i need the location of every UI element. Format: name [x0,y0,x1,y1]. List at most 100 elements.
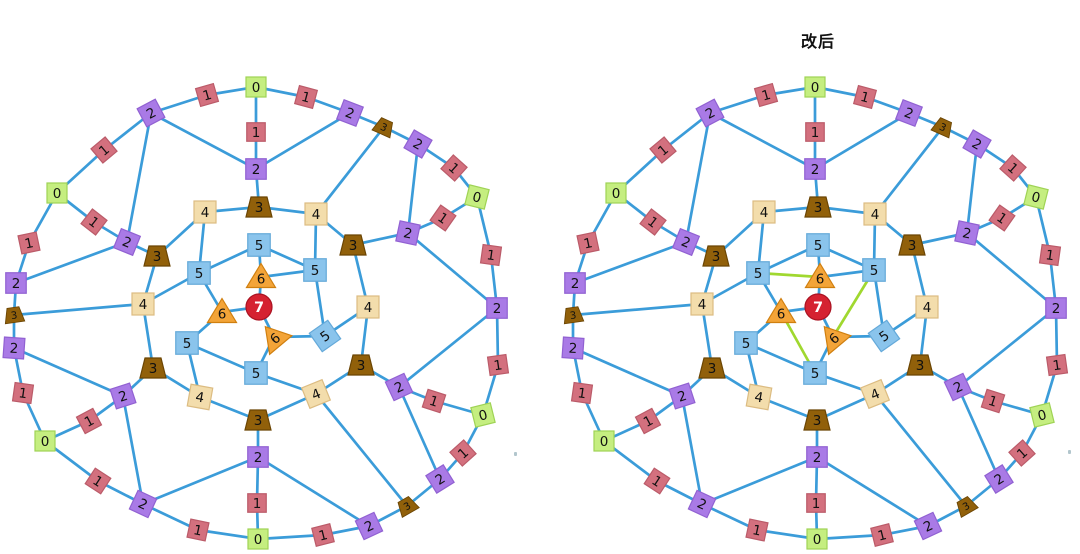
node-marker-4 [863,202,887,226]
node-marker-3 [143,245,171,267]
node-marker-2 [1045,297,1067,319]
graph-edge [956,306,1058,389]
graph-node-1: 1 [247,493,267,513]
graph-node-3: 3 [371,117,394,139]
node-label: 4 [760,205,769,221]
graph-node-5: 5 [867,319,901,353]
node-marker-2 [984,464,1014,494]
graph-edge [815,533,884,541]
graph-node-3: 3 [563,306,585,325]
graph-node-2: 2 [984,464,1014,494]
graph-node-1: 1 [186,518,210,542]
node-marker-1 [311,523,335,547]
node-label: 3 [153,249,162,265]
node-marker-2 [403,129,433,159]
graph-edge [406,142,420,235]
node-marker-3 [347,354,375,376]
node-label: 7 [813,300,823,316]
node-marker-6 [823,325,853,356]
node-label: 4 [871,207,880,223]
node-marker-2 [128,489,158,519]
node-marker-1 [1038,243,1062,267]
node-label: 3 [961,501,972,514]
node-label: 1 [486,247,497,264]
node-marker-5 [867,319,901,353]
graph-node-2: 2 [671,227,701,257]
node-marker-6 [765,297,797,324]
node-marker-5 [734,331,758,355]
node-marker-2 [384,372,414,402]
graph-node-4: 4 [752,200,776,224]
graph-node-4: 4 [304,202,328,226]
node-marker-1 [649,136,677,164]
node-label: 1 [859,89,871,107]
node-marker-1 [429,204,457,232]
node-marker-2 [561,336,585,360]
graph-node-2: 2 [804,158,826,180]
node-label: 3 [349,238,358,254]
graph-node-0: 0 [804,76,826,98]
node-marker-5 [308,319,342,353]
node-marker-5 [247,233,271,257]
node-label: 1 [300,89,312,107]
after-graph-title: 改后 [800,32,835,51]
node-marker-1 [80,208,108,236]
graph-edge [813,111,911,171]
graph-node-1: 1 [1038,243,1062,267]
node-label: 6 [218,307,227,323]
graph-edge [573,240,688,285]
graph-edge [397,385,442,481]
graph-node-1: 1 [852,84,878,110]
node-marker-5 [746,261,770,285]
node-label: 0 [612,186,621,202]
node-label: 0 [254,532,263,548]
node-marker-4 [131,292,155,316]
node-marker-1 [75,407,103,435]
graph-node-5: 5 [303,258,327,282]
node-marker-7 [804,293,832,321]
graph-node-3: 3 [804,196,832,218]
graph-node-4: 4 [186,383,214,411]
node-marker-3 [930,117,953,139]
node-marker-5 [803,361,827,385]
node-label: 2 [254,450,263,466]
graph-node-2: 2 [136,98,166,128]
node-label: 1 [493,357,504,374]
node-marker-3 [339,234,367,256]
graph-node-4: 4 [859,378,891,410]
node-label: 3 [937,122,947,135]
graph-node-1: 1 [80,208,108,236]
graph-node-3: 3 [702,245,730,267]
stray-dot [514,452,517,456]
graph-edge [406,231,499,310]
graph-node-2: 2 [245,158,267,180]
graph-node-5: 5 [244,361,268,385]
node-label: 0 [1030,189,1042,207]
node-marker-4 [915,295,939,319]
graph-node-2: 2 [806,446,828,468]
graph-edge [314,392,409,508]
graph-node-1: 1 [311,523,335,547]
node-label: 0 [1036,407,1048,425]
graph-node-2: 2 [564,272,586,294]
node-marker-4 [745,383,773,411]
graph-node-6: 6 [245,262,277,289]
node-marker-5 [303,258,327,282]
graph-node-2: 2 [109,382,137,410]
graph-node-1: 1 [17,231,41,255]
node-marker-2 [894,98,924,128]
graph-node-3: 3 [347,354,375,376]
graph-edge [397,306,499,389]
graph-node-3: 3 [139,357,167,379]
graph-node-1: 1 [293,84,319,110]
node-marker-1 [479,243,503,267]
graph-edge [256,455,371,528]
graph-edge [571,302,704,317]
graph-node-2: 2 [687,489,717,519]
node-marker-2 [806,446,828,468]
graph-edge [873,392,968,508]
node-marker-1 [440,154,468,182]
graph-node-0: 0 [593,430,615,452]
stray-dot [1068,450,1071,454]
